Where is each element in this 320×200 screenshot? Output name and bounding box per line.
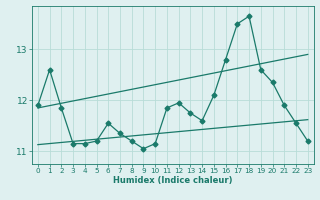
X-axis label: Humidex (Indice chaleur): Humidex (Indice chaleur) — [113, 176, 233, 185]
